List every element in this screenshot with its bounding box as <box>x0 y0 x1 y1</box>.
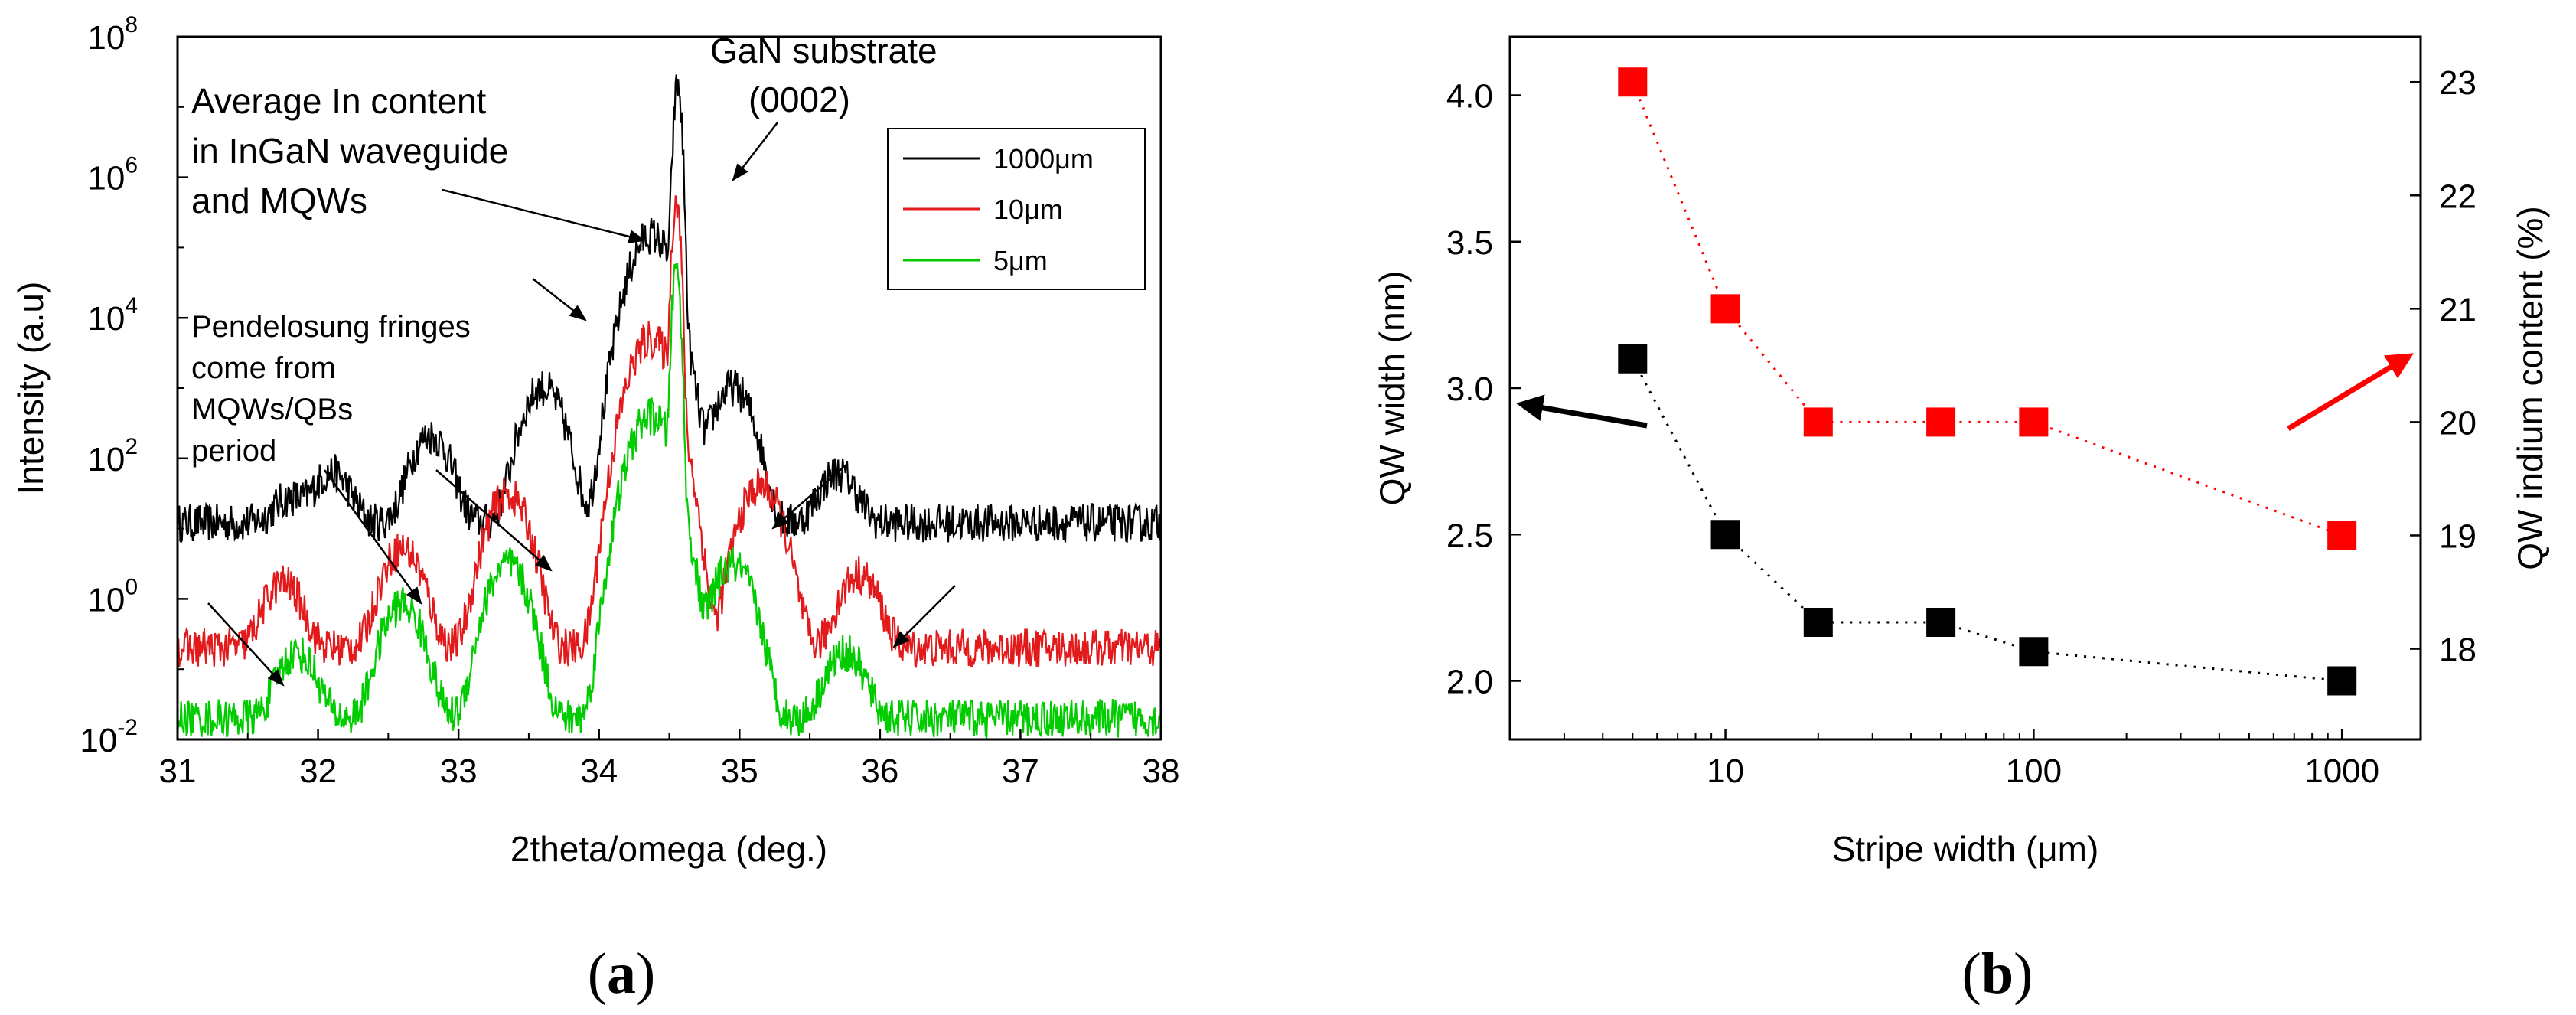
annotation-gan-substrate: GaN substrate <box>710 31 937 70</box>
annotation-arrow-fringe-4 <box>532 278 587 321</box>
panel-b-y2-axis-label: QW indium content (%) <box>2510 206 2550 570</box>
panel-b-x-ticks: 10 100 1000 <box>1509 729 2379 790</box>
series-line-1000m <box>176 74 1162 543</box>
y-tick-label: 106 <box>87 153 138 197</box>
y-tick-label: 2.0 <box>1446 664 1493 701</box>
x-tick-label: 37 <box>1002 752 1039 790</box>
panel-a-x-axis-label: 2theta/omega (deg.) <box>510 829 827 869</box>
panel-b-y-axis-label: QW width (nm) <box>1372 271 1412 506</box>
y2-tick-label: 22 <box>2439 178 2477 215</box>
annotation-0002: (0002) <box>748 80 850 119</box>
data-point-right <box>1803 407 1833 437</box>
annotation-average-in-2: in InGaN waveguide <box>191 131 508 171</box>
x-tick-label: 1000 <box>2304 752 2379 790</box>
data-point-right <box>2327 521 2357 550</box>
annotation-pendelosung-3: MQWs/QBs <box>191 393 353 426</box>
panel-b-label: (b) <box>1962 942 2033 1006</box>
legend-label-5um: 5μm <box>993 245 1048 276</box>
series-line-left <box>1631 358 2343 682</box>
panel-a-curves <box>176 74 1162 740</box>
data-point-left <box>1710 520 1740 550</box>
panel-b-frame <box>1508 35 2422 741</box>
data-point-left <box>1803 608 1833 637</box>
y-tick-label: 104 <box>87 293 138 338</box>
y-tick-label: 108 <box>87 12 138 57</box>
series-line-10m <box>176 195 1162 669</box>
legend-box <box>887 128 1146 290</box>
panel-a: 31 32 33 34 35 36 37 38 10-2 100 102 104 106 108 2th… <box>11 12 1179 1006</box>
annotation-pendelosung-1: Pendelosung fringes <box>191 310 471 344</box>
annotation-arrow-average-in <box>442 188 647 243</box>
annotation-average-in-3: and MQWs <box>191 181 367 220</box>
annotation-arrow-fringe-3 <box>435 469 553 572</box>
panel-a-label: (a) <box>588 942 656 1006</box>
series-line-right <box>1631 81 2343 537</box>
data-point-left <box>2327 666 2357 696</box>
panel-b-series <box>1618 67 2357 696</box>
y-tick-label: 4.0 <box>1446 78 1493 116</box>
panel-a-legend: 1000μm 10μm 5μm <box>887 128 1146 290</box>
data-point-left <box>1926 608 1956 637</box>
left-axis-indicator-arrow <box>1516 394 1648 429</box>
legend-label-1000um: 1000μm <box>993 143 1094 175</box>
panel-b: 10 100 1000 2.0 2.5 3.0 3.5 4.0 18 19 20 21 22 23 S… <box>1372 35 2550 1006</box>
panel-b-x-axis-label: Stripe width (μm) <box>1832 829 2099 869</box>
annotation-arrow-fringe-2 <box>323 469 422 605</box>
y-tick-label: 100 <box>87 574 138 618</box>
legend-label-10um: 10μm <box>993 194 1063 225</box>
y-tick-label: 10-2 <box>80 715 138 759</box>
x-tick-label: 100 <box>2006 752 2062 790</box>
y2-tick-label: 21 <box>2439 291 2477 328</box>
x-tick-label: 36 <box>861 752 898 790</box>
y-tick-label: 2.5 <box>1446 517 1493 554</box>
y2-tick-label: 23 <box>2439 64 2477 102</box>
x-tick-label: 34 <box>580 752 618 790</box>
panel-a-y-ticks: 10-2 100 102 104 106 108 <box>80 12 188 759</box>
x-tick-label: 38 <box>1143 752 1180 790</box>
annotation-pendelosung-4: period <box>191 434 276 468</box>
x-tick-label: 32 <box>299 752 337 790</box>
x-tick-label: 33 <box>440 752 478 790</box>
panel-b-y-ticks: 2.0 2.5 3.0 3.5 4.0 <box>1446 78 1521 701</box>
x-tick-label: 31 <box>159 752 197 790</box>
data-point-right <box>1926 407 1956 437</box>
panel-a-x-ticks: 31 32 33 34 35 36 37 38 <box>159 729 1180 790</box>
annotation-arrow-fringe-5 <box>771 464 847 530</box>
panel-a-annotations: GaN substrate (0002) Average In content … <box>191 31 956 687</box>
annotation-average-in-1: Average In content <box>191 81 487 121</box>
data-point-right <box>1618 67 1648 97</box>
right-axis-indicator-arrow <box>2287 353 2414 431</box>
panel-b-y2-ticks: 18 19 20 21 22 23 <box>2410 64 2477 669</box>
y-tick-label: 3.5 <box>1446 224 1493 262</box>
series-line-5m <box>176 263 1162 740</box>
x-tick-label: 10 <box>1707 752 1744 790</box>
annotation-pendelosung-2: come from <box>191 351 336 385</box>
y2-tick-label: 20 <box>2439 404 2477 442</box>
data-point-left <box>2019 637 2049 667</box>
y-tick-label: 3.0 <box>1446 370 1493 408</box>
annotation-arrow-fringe-1 <box>207 602 285 687</box>
y-tick-label: 102 <box>87 434 138 478</box>
y2-tick-label: 18 <box>2439 632 2477 669</box>
x-tick-label: 35 <box>721 752 758 790</box>
annotation-arrow-fringe-6 <box>892 585 956 648</box>
annotation-arrow-gan <box>732 122 778 181</box>
data-point-right <box>1710 294 1740 324</box>
panel-a-y-axis-label: Intensity (a.u) <box>11 282 51 495</box>
data-point-right <box>2019 407 2049 437</box>
data-point-left <box>1618 344 1648 374</box>
y2-tick-label: 19 <box>2439 517 2477 555</box>
